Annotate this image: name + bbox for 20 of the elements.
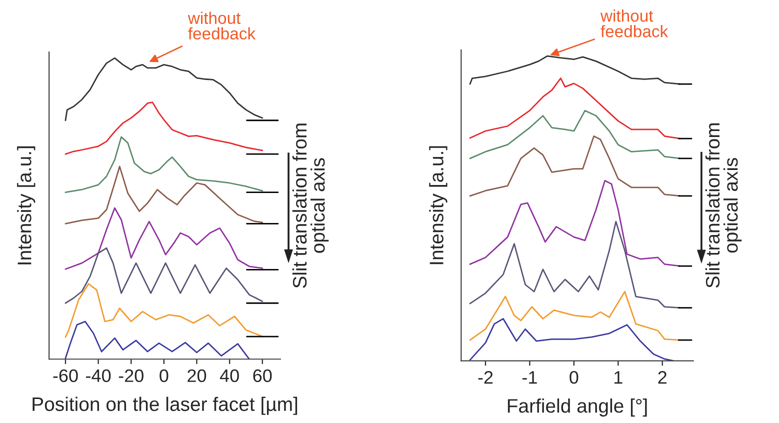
x-axis-title: Farfield angle [°] — [508, 398, 647, 417]
x-tick-label: -2 — [478, 371, 493, 384]
x-tick-label: 60 — [253, 369, 272, 382]
x-axis-title: Position on the laser facet [µm] — [32, 396, 298, 415]
y-axis-title: Intensity [a.u.] — [429, 146, 448, 264]
x-tick-label: -40 — [86, 369, 111, 382]
x-tick-label: 20 — [188, 369, 206, 382]
y-axis-title: Intensity [a.u.] — [17, 146, 36, 264]
x-tick-label: 1 — [614, 371, 622, 384]
x-tick-label: 0 — [160, 369, 168, 382]
x-tick-label: -60 — [53, 369, 78, 382]
x-tick-label: 40 — [220, 369, 239, 382]
annotation: without feedback — [188, 12, 256, 40]
text: Slit translation from optical axis — [292, 124, 329, 288]
x-tick-label: -20 — [118, 369, 144, 382]
x-tick-label: 2 — [658, 371, 666, 384]
x-tick-label: -1 — [522, 371, 537, 384]
x-tick-label: 0 — [570, 371, 578, 384]
text: Slit translation from optical axis — [705, 123, 742, 288]
annotation: without feedback — [600, 10, 668, 38]
